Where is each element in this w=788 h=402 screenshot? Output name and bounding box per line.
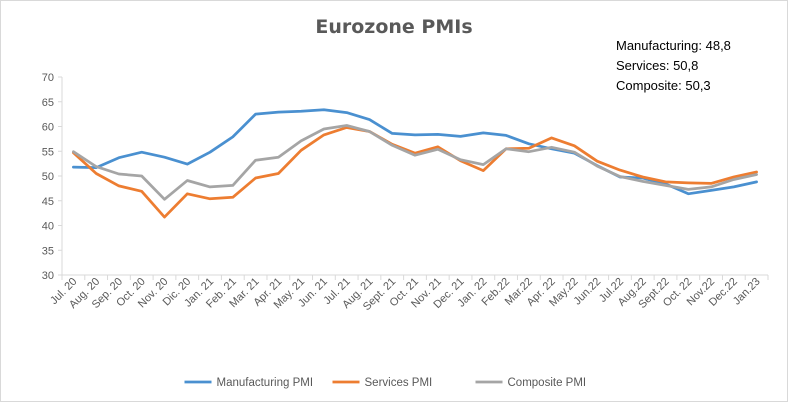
chart-title: Eurozone PMIs [315,16,472,38]
legend-label-composite-pmi: Composite PMI [508,377,587,389]
annotation-services: Services: 50,8 [616,58,698,73]
annotation-box: Manufacturing: 48,8 Services: 50,8 Compo… [616,38,731,93]
y-tick-label: 45 [42,196,54,208]
legend-label-manufacturing-pmi: Manufacturing PMI [217,377,314,389]
y-tick-label: 50 [42,171,54,183]
y-tick-label: 35 [42,245,54,257]
annotation-manufacturing: Manufacturing: 48,8 [616,38,731,53]
series-line-services-pmi [72,126,758,219]
series-line-composite-pmi [72,124,758,201]
plot-area [72,108,758,219]
y-axis: 30 35 40 45 50 55 60 65 70 [42,72,63,282]
legend: Manufacturing PMI Services PMI Composite P… [184,377,587,389]
y-tick-label: 60 [42,122,54,134]
y-tick-label: 40 [42,221,54,233]
y-tick-label: 30 [42,270,54,282]
y-tick-label: 70 [42,72,54,84]
annotation-composite: Composite: 50,3 [616,78,711,93]
y-tick-label: 65 [42,97,54,109]
legend-label-services-pmi: Services PMI [365,377,433,389]
y-tick-label: 55 [42,146,54,158]
